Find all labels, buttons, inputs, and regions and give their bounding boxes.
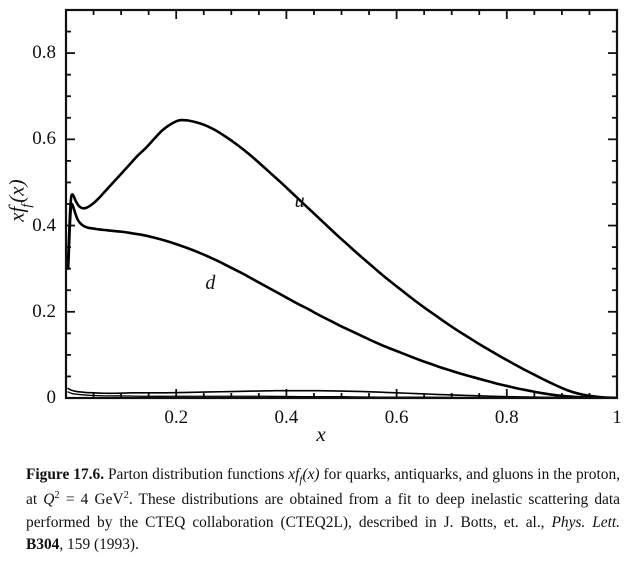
x-tick-label: 0.2	[164, 407, 189, 428]
caption-math-q: Q	[43, 491, 55, 509]
y-tick-label: 0	[46, 387, 57, 408]
y-axis-title-subscript: f	[19, 203, 35, 208]
curve-label-d: d	[205, 271, 216, 294]
caption-math-xff-tail: (x)	[302, 466, 320, 483]
x-tick-label: 0.8	[494, 407, 519, 428]
caption-math-xff-sub: f	[299, 474, 303, 487]
caption-text-1: Parton distribution functions	[104, 466, 289, 483]
data-curves	[67, 118, 616, 397]
plot-svg	[64, 8, 619, 400]
caption-math-gev-sup: 2	[123, 490, 129, 502]
caption-volume: B304	[26, 536, 60, 554]
curve-label-u: u	[294, 189, 305, 212]
plot-area: 0.2 0.4 0.6 0.8 1 0 0.2 0.4 0.6 0.8 u d xff(x) x	[4, 8, 622, 446]
x-tick-label: 0.4	[274, 407, 299, 428]
x-tick-label: 1	[612, 407, 622, 428]
x-axis-title: x	[316, 422, 326, 446]
y-axis-title-tail: (x)	[4, 179, 29, 203]
y-tick-label: 0.6	[32, 128, 56, 150]
x-tick-label: 0.6	[384, 407, 409, 428]
axis-frame	[64, 8, 619, 400]
y-tick-label: 0.8	[32, 42, 56, 64]
caption-math-q-eq: = 4 GeV	[59, 491, 124, 509]
caption-journal: Phys. Lett.	[551, 513, 621, 531]
caption-text-2: for quarks, antiquarks, and gluons in th…	[26, 466, 620, 509]
caption-text-4: , 159 (1993).	[59, 536, 139, 554]
y-axis-title-lead: xf	[4, 206, 29, 222]
figure-number: Figure 17.6.	[26, 466, 105, 483]
caption-text-3: . These distributions are obtained from …	[26, 491, 620, 531]
axis-ticks	[65, 9, 618, 399]
y-tick-label: 0.4	[32, 214, 56, 236]
y-tick-label: 0.2	[32, 300, 56, 322]
y-axis-title: xff(x)	[4, 156, 35, 246]
caption-math-xff: xf	[288, 466, 300, 483]
caption-math-q-sup: 2	[54, 490, 60, 502]
figure-caption: Figure 17.6. Parton distribution functio…	[26, 464, 620, 557]
